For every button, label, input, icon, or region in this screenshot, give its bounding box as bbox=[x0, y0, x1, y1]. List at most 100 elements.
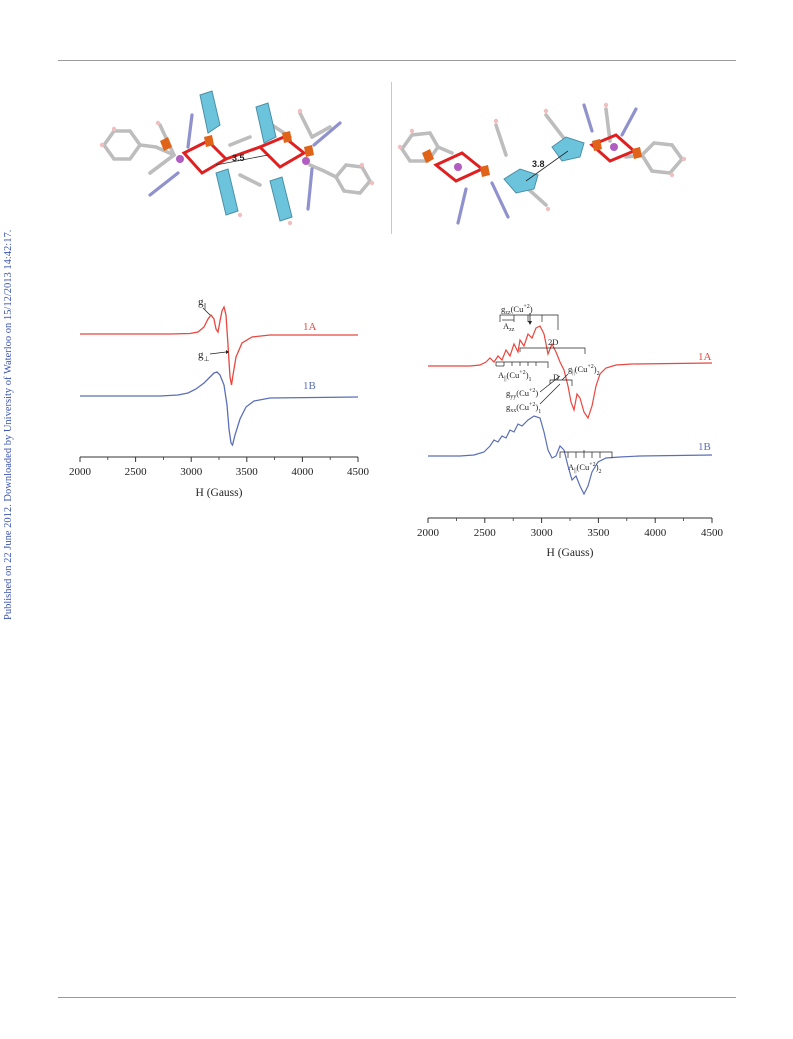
azide-bond bbox=[186, 113, 194, 149]
hydrogen-atom bbox=[287, 220, 293, 226]
azide-bond bbox=[148, 171, 180, 197]
bond bbox=[224, 145, 262, 161]
series-1B-line bbox=[428, 415, 713, 496]
svg-text:g||: g|| bbox=[198, 296, 206, 310]
ring bbox=[640, 141, 685, 175]
x-axis-title: H (Gauss) bbox=[547, 547, 594, 559]
chart-right-x-axis: 2000 2500 3000 3500 4000 4500 H (Gauss) bbox=[417, 517, 724, 559]
pi-stacked-ring bbox=[503, 168, 539, 194]
download-notice-text: Published on 22 June 2012. Downloaded by… bbox=[3, 229, 14, 620]
contact-line bbox=[525, 150, 569, 182]
structure-left: 3.5 bbox=[99, 90, 375, 226]
bond bbox=[148, 153, 176, 175]
x-tick-label: 2000 bbox=[417, 527, 440, 539]
hydrogen-atom bbox=[297, 108, 303, 114]
azide-bond bbox=[582, 103, 594, 133]
hydrogen-atom bbox=[397, 144, 403, 150]
copper-atom bbox=[304, 145, 314, 157]
copper-atom bbox=[204, 135, 214, 147]
svg-text:gyy(Cu+2): gyy(Cu+2) bbox=[506, 388, 538, 400]
svg-text:gxx(Cu+2)1: gxx(Cu+2)1 bbox=[506, 402, 541, 415]
annotation-g-parallel-2: g||(Cu+2)2 bbox=[561, 364, 600, 381]
annotation-g-parallel: g|| bbox=[198, 296, 211, 316]
metal-atom bbox=[454, 163, 462, 171]
copper-atom bbox=[592, 139, 602, 151]
hydrogen-atom bbox=[681, 156, 687, 162]
hydrogen-atom bbox=[359, 162, 365, 168]
copper-atom bbox=[282, 131, 292, 143]
chart-left-plot bbox=[80, 305, 359, 447]
pi-stacked-ring bbox=[255, 102, 277, 144]
a-parallel-1-label: A||(Cu+2)1 bbox=[498, 370, 532, 383]
copper-atom bbox=[480, 165, 490, 177]
series-1A-line bbox=[80, 305, 358, 386]
hydrogen-atom bbox=[409, 128, 415, 134]
distance-label: 3.8 bbox=[532, 159, 545, 169]
svg-text:gzz(Cu+2): gzz(Cu+2) bbox=[501, 304, 533, 316]
bond bbox=[138, 143, 176, 157]
structure-right: 3.8 bbox=[397, 102, 687, 225]
copper-atom bbox=[160, 137, 172, 151]
azide-bond bbox=[312, 121, 342, 147]
svg-text:g⊥: g⊥ bbox=[198, 349, 210, 363]
pi-stacked-ring bbox=[215, 168, 239, 216]
svg-text:2D: 2D bbox=[548, 337, 558, 347]
pi-stacked-ring bbox=[269, 176, 293, 222]
a-parallel-2-bracket bbox=[559, 450, 613, 458]
phenyl-ring bbox=[102, 129, 143, 161]
hydrogen-atom bbox=[545, 206, 551, 212]
x-tick-label: 3000 bbox=[531, 527, 554, 539]
download-notice: Published on 22 June 2012. Downloaded by… bbox=[3, 230, 23, 640]
x-axis-title: H (Gauss) bbox=[196, 487, 243, 499]
copper-atom bbox=[632, 147, 642, 159]
annotation-2d: 2D bbox=[519, 337, 586, 354]
bond bbox=[238, 173, 262, 187]
x-tick-label: 3500 bbox=[236, 466, 258, 478]
cu2o2-core bbox=[181, 139, 229, 175]
a-parallel-1-bracket bbox=[495, 361, 549, 368]
bond bbox=[494, 123, 508, 157]
header-rule bbox=[58, 60, 736, 61]
azide-bond bbox=[306, 167, 314, 211]
x-tick-label: 2500 bbox=[125, 466, 148, 478]
svg-text:g||(Cu+2)2: g||(Cu+2)2 bbox=[568, 364, 600, 377]
contact-line bbox=[215, 154, 269, 166]
hydrogen-atom bbox=[111, 126, 117, 132]
azide-bond bbox=[456, 187, 468, 225]
azz-label: Azz bbox=[503, 321, 515, 333]
annotation-gyy: gyy(Cu+2) bbox=[506, 375, 561, 400]
x-tick-label: 2000 bbox=[69, 466, 92, 478]
pi-stacked-ring bbox=[199, 90, 221, 134]
hydrogen-atom bbox=[99, 142, 105, 148]
hydrogen-atom bbox=[493, 118, 499, 124]
bond bbox=[310, 125, 332, 139]
phenyl-ring bbox=[334, 163, 373, 195]
hydrogen-atom bbox=[237, 212, 243, 218]
metal-atom bbox=[176, 155, 184, 163]
legend-1A: 1A bbox=[303, 321, 317, 333]
svg-text:D: D bbox=[553, 372, 559, 382]
legend-1B: 1B bbox=[698, 441, 711, 453]
epr-chart-left: 2000 2500 3000 3500 4000 4500 H (Gauss) 1A 1B… bbox=[69, 296, 370, 499]
bond bbox=[228, 135, 252, 147]
legend-1B: 1B bbox=[303, 380, 316, 392]
metal-atom bbox=[610, 143, 618, 151]
bond bbox=[308, 163, 338, 179]
x-tick-label: 4000 bbox=[644, 527, 667, 539]
bond bbox=[544, 113, 568, 143]
distance-label: 3.5 bbox=[232, 153, 245, 163]
series-1A-line bbox=[428, 325, 713, 420]
hydrogen-atom bbox=[669, 172, 675, 178]
figure-divider bbox=[391, 82, 392, 234]
x-tick-label: 4500 bbox=[347, 466, 370, 478]
hydrogen-atom bbox=[155, 120, 161, 126]
cu2o2-core bbox=[257, 135, 307, 169]
chart-right-plot bbox=[428, 325, 713, 496]
x-tick-label: 4500 bbox=[701, 527, 724, 539]
annotation-d: D bbox=[549, 372, 573, 386]
x-tick-label: 3500 bbox=[587, 527, 610, 539]
x-tick-label: 4000 bbox=[291, 466, 314, 478]
azz-bracket bbox=[499, 314, 559, 330]
x-tick-label: 3000 bbox=[180, 466, 203, 478]
hydrogen-atom bbox=[369, 180, 375, 186]
